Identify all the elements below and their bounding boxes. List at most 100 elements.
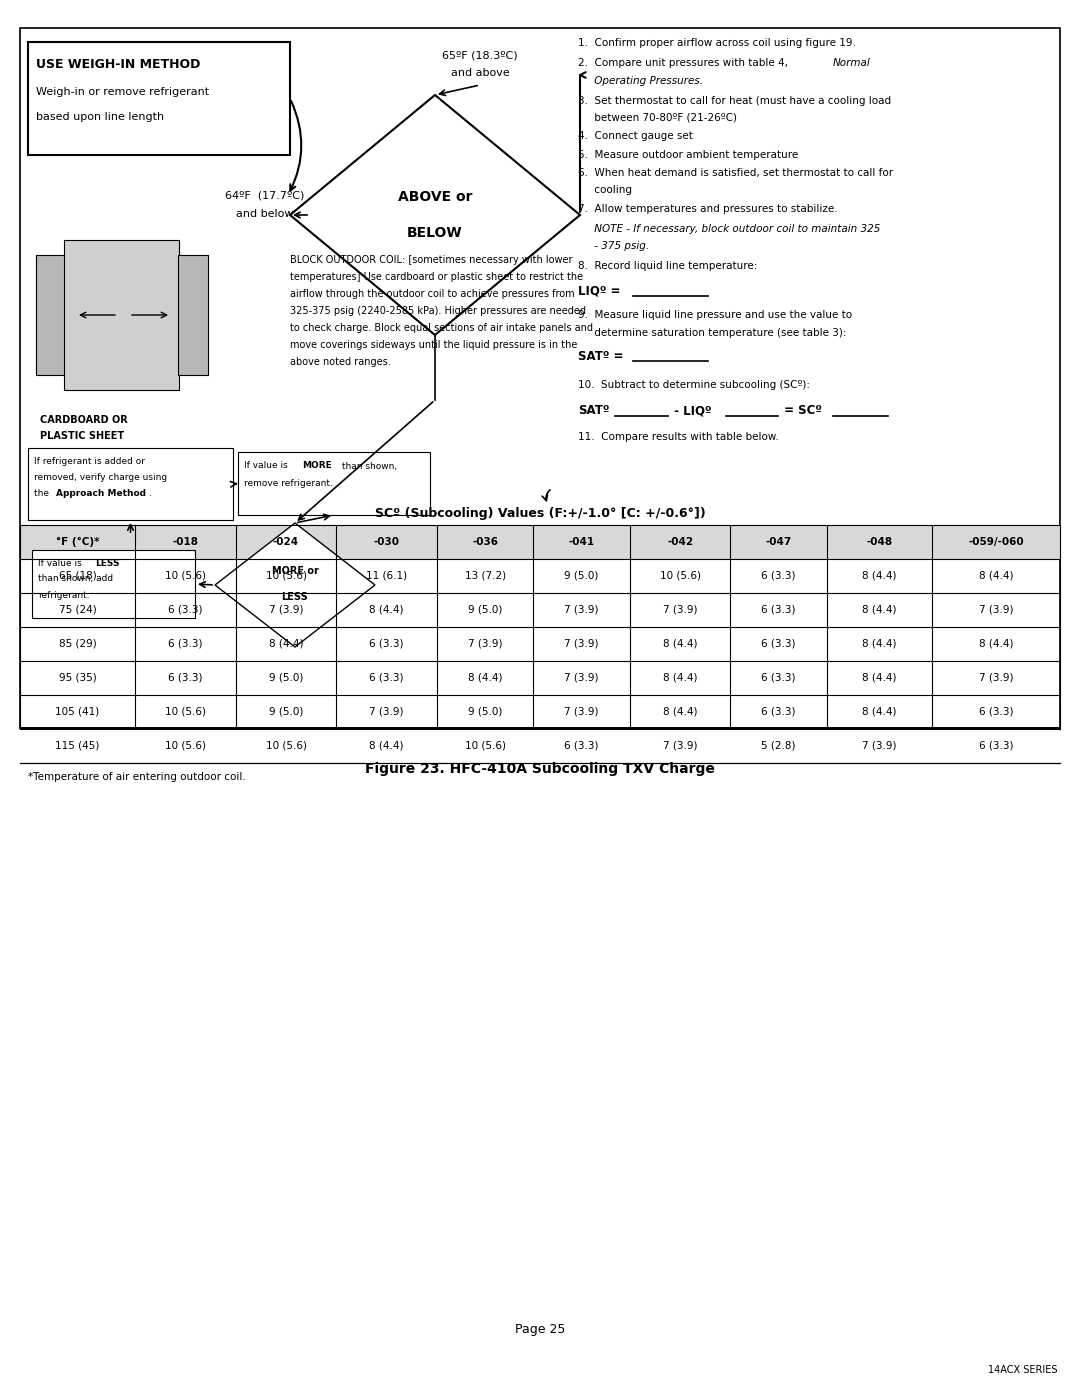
Text: 6 (3.3): 6 (3.3) xyxy=(761,673,796,683)
Text: 85 (29): 85 (29) xyxy=(58,638,96,650)
Text: LESS: LESS xyxy=(95,559,120,567)
Text: 10 (5.6): 10 (5.6) xyxy=(464,740,505,752)
Text: 5.  Measure outdoor ambient temperature: 5. Measure outdoor ambient temperature xyxy=(578,149,798,161)
Text: above noted ranges.: above noted ranges. xyxy=(291,358,391,367)
Text: airflow through the outdoor coil to achieve pressures from: airflow through the outdoor coil to achi… xyxy=(291,289,575,299)
Text: BELOW: BELOW xyxy=(407,226,463,240)
Text: 3.  Set thermostat to call for heat (must have a cooling load: 3. Set thermostat to call for heat (must… xyxy=(578,96,891,106)
Text: -047: -047 xyxy=(766,536,792,548)
Text: 4.  Connect gauge set: 4. Connect gauge set xyxy=(578,131,693,141)
Text: 1.  Confirm proper airflow across coil using figure 19.: 1. Confirm proper airflow across coil us… xyxy=(578,38,855,47)
Text: 8 (4.4): 8 (4.4) xyxy=(369,605,404,615)
Text: 8 (4.4): 8 (4.4) xyxy=(369,740,404,752)
Text: remove refrigerant.: remove refrigerant. xyxy=(244,479,333,489)
Bar xyxy=(21,525,1059,559)
Text: 10 (5.6): 10 (5.6) xyxy=(266,571,307,581)
Text: ABOVE or: ABOVE or xyxy=(397,190,472,204)
Text: -030: -030 xyxy=(374,536,400,548)
Text: SATº =: SATº = xyxy=(578,351,627,363)
Bar xyxy=(21,28,1059,728)
Text: 6 (3.3): 6 (3.3) xyxy=(761,638,796,650)
Text: 7 (3.9): 7 (3.9) xyxy=(565,673,598,683)
Text: 2.  Compare unit pressures with table 4,: 2. Compare unit pressures with table 4, xyxy=(578,59,792,68)
Text: 7.  Allow temperatures and pressures to stabilize.: 7. Allow temperatures and pressures to s… xyxy=(578,204,838,214)
Text: -041: -041 xyxy=(568,536,595,548)
Text: If value is: If value is xyxy=(38,559,84,567)
Text: USE WEIGH-IN METHOD: USE WEIGH-IN METHOD xyxy=(36,57,201,70)
Text: NOTE - If necessary, block outdoor coil to maintain 325: NOTE - If necessary, block outdoor coil … xyxy=(578,224,880,235)
Text: 11.  Compare results with table below.: 11. Compare results with table below. xyxy=(578,432,779,441)
Text: 8.  Record liquid line temperature:: 8. Record liquid line temperature: xyxy=(578,261,757,271)
Text: -018: -018 xyxy=(173,536,199,548)
Text: 10.  Subtract to determine subcooling (SCº):: 10. Subtract to determine subcooling (SC… xyxy=(578,380,810,390)
Text: -036: -036 xyxy=(472,536,498,548)
Text: 7 (3.9): 7 (3.9) xyxy=(663,740,698,752)
Text: 115 (45): 115 (45) xyxy=(55,740,99,752)
Text: LIQº =: LIQº = xyxy=(578,285,624,298)
Text: than shown,: than shown, xyxy=(339,461,397,471)
Text: 9 (5.0): 9 (5.0) xyxy=(565,571,598,581)
Text: 6 (3.3): 6 (3.3) xyxy=(369,673,404,683)
Text: 5 (2.8): 5 (2.8) xyxy=(761,740,796,752)
Text: °F (°C)*: °F (°C)* xyxy=(56,536,99,548)
Text: determine saturation temperature (see table 3):: determine saturation temperature (see ta… xyxy=(578,328,847,338)
Text: 6 (3.3): 6 (3.3) xyxy=(369,638,404,650)
Text: 6 (3.3): 6 (3.3) xyxy=(168,605,203,615)
Text: 325-375 psig (2240-2585 kPa). Higher pressures are needed: 325-375 psig (2240-2585 kPa). Higher pre… xyxy=(291,306,586,316)
Text: 105 (41): 105 (41) xyxy=(55,707,99,717)
Text: 7 (3.9): 7 (3.9) xyxy=(369,707,404,717)
Text: Weigh-in or remove refrigerant: Weigh-in or remove refrigerant xyxy=(36,87,210,96)
Text: and above: and above xyxy=(450,68,510,78)
Text: 8 (4.4): 8 (4.4) xyxy=(862,571,896,581)
Text: 10 (5.6): 10 (5.6) xyxy=(165,740,206,752)
Bar xyxy=(28,448,233,520)
Text: *Temperature of air entering outdoor coil.: *Temperature of air entering outdoor coi… xyxy=(28,773,246,782)
FancyBboxPatch shape xyxy=(36,256,66,374)
Text: 75 (24): 75 (24) xyxy=(58,605,96,615)
Text: 10 (5.6): 10 (5.6) xyxy=(660,571,701,581)
Text: based upon line length: based upon line length xyxy=(36,112,164,122)
Text: 8 (4.4): 8 (4.4) xyxy=(862,673,896,683)
Text: 11 (6.1): 11 (6.1) xyxy=(366,571,407,581)
Text: 7 (3.9): 7 (3.9) xyxy=(565,605,598,615)
Text: 7 (3.9): 7 (3.9) xyxy=(978,673,1013,683)
Bar xyxy=(32,550,195,617)
Text: If value is: If value is xyxy=(244,461,291,471)
Text: cooling: cooling xyxy=(578,184,632,196)
Text: .: . xyxy=(149,489,152,499)
Text: Normal: Normal xyxy=(833,59,870,68)
Text: LESS: LESS xyxy=(282,592,309,602)
Text: Figure 23. HFC-410A Subcooling TXV Charge: Figure 23. HFC-410A Subcooling TXV Charg… xyxy=(365,761,715,775)
Text: BLOCK OUTDOOR COIL: [sometimes necessary with lower: BLOCK OUTDOOR COIL: [sometimes necessary… xyxy=(291,256,572,265)
Text: 9 (5.0): 9 (5.0) xyxy=(468,707,502,717)
Text: 8 (4.4): 8 (4.4) xyxy=(269,638,303,650)
Text: Operating Pressures.: Operating Pressures. xyxy=(578,75,703,87)
Text: 65 (18): 65 (18) xyxy=(58,571,96,581)
Text: 8 (4.4): 8 (4.4) xyxy=(663,673,698,683)
Text: MORE: MORE xyxy=(302,461,332,471)
Text: 8 (4.4): 8 (4.4) xyxy=(663,707,698,717)
Text: 14ACX SERIES: 14ACX SERIES xyxy=(988,1365,1058,1375)
Text: 6 (3.3): 6 (3.3) xyxy=(761,605,796,615)
Text: and below: and below xyxy=(237,210,294,219)
Text: than shown, add: than shown, add xyxy=(38,574,113,584)
Text: 7 (3.9): 7 (3.9) xyxy=(862,740,896,752)
Text: 10 (5.6): 10 (5.6) xyxy=(165,571,206,581)
Text: 95 (35): 95 (35) xyxy=(58,673,96,683)
Text: -024: -024 xyxy=(273,536,299,548)
Text: SCº (Subcooling) Values (F:+/-1.0° [C: +/-0.6°]): SCº (Subcooling) Values (F:+/-1.0° [C: +… xyxy=(375,507,705,520)
Text: 8 (4.4): 8 (4.4) xyxy=(978,638,1013,650)
Text: - LIQº: - LIQº xyxy=(670,404,712,416)
Text: refrigerant.: refrigerant. xyxy=(38,591,90,599)
Text: = SCº: = SCº xyxy=(780,404,822,416)
Bar xyxy=(64,240,179,390)
Text: 6 (3.3): 6 (3.3) xyxy=(168,638,203,650)
Text: to check charge. Block equal sections of air intake panels and: to check charge. Block equal sections of… xyxy=(291,323,593,332)
Text: -059/-060: -059/-060 xyxy=(968,536,1024,548)
Text: removed, verify charge using: removed, verify charge using xyxy=(33,474,167,482)
Text: 8 (4.4): 8 (4.4) xyxy=(862,638,896,650)
Text: 6 (3.3): 6 (3.3) xyxy=(168,673,203,683)
Text: CARDBOARD OR: CARDBOARD OR xyxy=(40,415,127,425)
Text: 9 (5.0): 9 (5.0) xyxy=(269,707,303,717)
Text: temperatures] Use cardboard or plastic sheet to restrict the: temperatures] Use cardboard or plastic s… xyxy=(291,272,583,282)
